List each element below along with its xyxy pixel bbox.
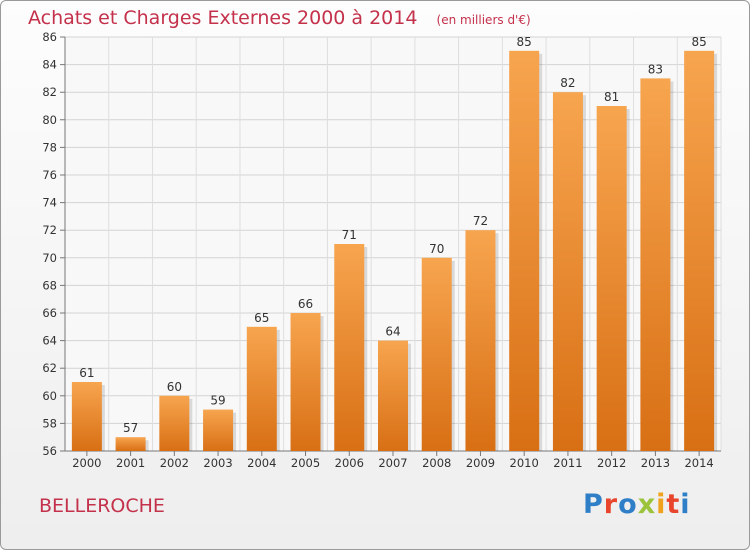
value-label-2012: 81 xyxy=(604,90,619,104)
y-tick-label: 72 xyxy=(42,223,57,237)
value-label-2002: 60 xyxy=(167,380,182,394)
logo-letter: P xyxy=(583,489,604,520)
x-tick-label-2001: 2001 xyxy=(116,456,145,470)
logo-letter: o xyxy=(618,489,638,520)
x-tick-label-2010: 2010 xyxy=(510,456,539,470)
chart-unit: (en milliers d'€) xyxy=(436,13,531,27)
y-tick-label: 70 xyxy=(42,251,57,265)
x-tick-label-2007: 2007 xyxy=(378,456,407,470)
value-label-2014: 85 xyxy=(691,35,706,49)
logo-letter: r xyxy=(603,489,619,520)
x-tick-label-2000: 2000 xyxy=(72,456,101,470)
x-tick-label-2012: 2012 xyxy=(597,456,626,470)
title-row: Achats et Charges Externes 2000 à 2014 (… xyxy=(28,7,531,29)
y-tick-label: 68 xyxy=(42,278,57,292)
bar-2011 xyxy=(552,92,583,451)
chart-title: Achats et Charges Externes 2000 à 2014 xyxy=(28,7,418,29)
bar-2008 xyxy=(421,257,452,451)
bar-2000 xyxy=(71,382,102,451)
value-label-2013: 83 xyxy=(648,62,663,76)
bar-2012 xyxy=(596,106,627,451)
value-label-2005: 66 xyxy=(298,297,313,311)
x-tick-label-2006: 2006 xyxy=(335,456,364,470)
y-tick-label: 84 xyxy=(42,58,57,72)
x-tick-label-2005: 2005 xyxy=(291,456,320,470)
x-tick-label-2014: 2014 xyxy=(684,456,713,470)
value-label-2006: 71 xyxy=(342,228,357,242)
x-tick-label-2004: 2004 xyxy=(247,456,276,470)
value-label-2011: 82 xyxy=(560,76,575,90)
value-label-2008: 70 xyxy=(429,242,444,256)
bar-2013 xyxy=(640,78,671,452)
value-label-2000: 61 xyxy=(79,366,94,380)
y-tick-label: 76 xyxy=(42,168,57,182)
x-tick-label-2013: 2013 xyxy=(641,456,670,470)
bar-2001 xyxy=(115,437,146,451)
y-tick-label: 74 xyxy=(42,196,57,210)
x-tick-label-2009: 2009 xyxy=(466,456,495,470)
y-tick-label: 56 xyxy=(42,444,57,458)
y-tick-label: 64 xyxy=(42,334,57,348)
value-label-2001: 57 xyxy=(123,421,138,435)
y-tick-label: 82 xyxy=(42,85,57,99)
proxiti-logo: Proxiti xyxy=(583,489,691,520)
y-tick-label: 66 xyxy=(42,306,57,320)
x-tick-label-2003: 2003 xyxy=(203,456,232,470)
y-tick-label: 58 xyxy=(42,416,57,430)
y-tick-label: 62 xyxy=(42,361,57,375)
value-label-2003: 59 xyxy=(210,394,225,408)
logo-letter: t xyxy=(666,489,681,520)
axes: 56 58 60 62 64 66 68 70 72 74 76 78 80 82 84 86 2000 2001… xyxy=(42,30,721,470)
x-tick-label-2008: 2008 xyxy=(422,456,451,470)
data-labels: 61 57 60 59 65 66 71 64 70 72 85 82 81 83 85 xyxy=(79,35,707,435)
logo-letter: i xyxy=(680,489,691,520)
bars xyxy=(71,50,718,452)
value-label-2004: 65 xyxy=(254,311,269,325)
x-tick-label-2011: 2011 xyxy=(553,456,582,470)
bar-2005 xyxy=(290,313,321,451)
value-label-2007: 64 xyxy=(385,325,400,339)
bar-2003 xyxy=(203,409,234,451)
bar-2014 xyxy=(684,50,715,452)
logo-letter: x xyxy=(637,489,657,520)
y-tick-label: 86 xyxy=(42,30,57,44)
bar-2002 xyxy=(159,395,190,451)
commune-name: BELLEROCHE xyxy=(39,495,165,517)
bar-2009 xyxy=(465,230,496,451)
value-label-2009: 72 xyxy=(473,214,488,228)
y-tick-label: 60 xyxy=(42,389,57,403)
bar-2007 xyxy=(378,340,408,451)
bar-2004 xyxy=(246,326,277,451)
logo-letter: i xyxy=(656,489,667,520)
y-tick-label: 78 xyxy=(42,140,57,154)
value-label-2010: 85 xyxy=(517,35,532,49)
bar-2006 xyxy=(334,244,365,451)
y-tick-label: 80 xyxy=(42,113,57,127)
x-tick-label-2002: 2002 xyxy=(160,456,189,470)
bar-2010 xyxy=(509,50,540,452)
